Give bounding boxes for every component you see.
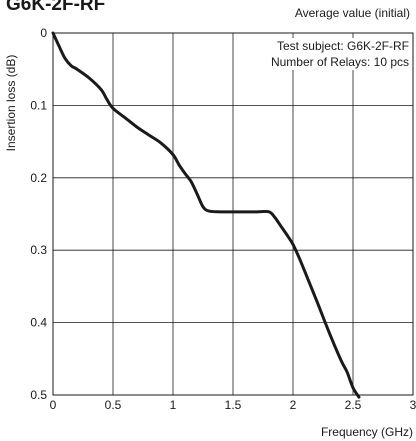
y-tick-label: 0.2: [30, 171, 47, 185]
y-tick-label: 0: [40, 26, 47, 40]
chart-subtitle: Average value (initial): [294, 6, 410, 20]
axis-ticks: 0 0.5 1 1.5 2 2.5 300.10.20.30.40.5: [30, 26, 416, 412]
x-tick-label: 0: [50, 398, 57, 412]
grid: [53, 33, 413, 395]
x-tick-label: 2.5: [345, 398, 362, 412]
series-layer: [51, 31, 361, 399]
x-tick-label: 3: [410, 398, 416, 412]
annotations: Test subject: G6K-2F-RF Number of Relays:…: [271, 39, 409, 69]
series-line: [51, 31, 361, 399]
annotation-line: Test subject: G6K-2F-RF: [277, 39, 409, 53]
annotation-box: [267, 38, 411, 70]
y-tick-label: 0.5: [30, 388, 47, 402]
y-tick-label: 0.4: [30, 316, 47, 330]
x-tick-label: 0.5: [105, 398, 122, 412]
chart-title: G6K-2F-RF: [6, 0, 106, 15]
x-axis-label: Frequency (GHz): [321, 425, 413, 439]
annotation-line: Number of Relays: 10 pcs: [271, 55, 409, 69]
y-axis-label: Insertion loss (dB): [4, 55, 18, 152]
y-tick-label: 0.1: [30, 98, 47, 112]
x-tick-label: 2: [290, 398, 297, 412]
plot-area: [52, 32, 414, 396]
x-tick-label: 1: [170, 398, 177, 412]
y-tick-label: 0.3: [30, 243, 47, 257]
x-tick-label: 1.5: [225, 398, 242, 412]
